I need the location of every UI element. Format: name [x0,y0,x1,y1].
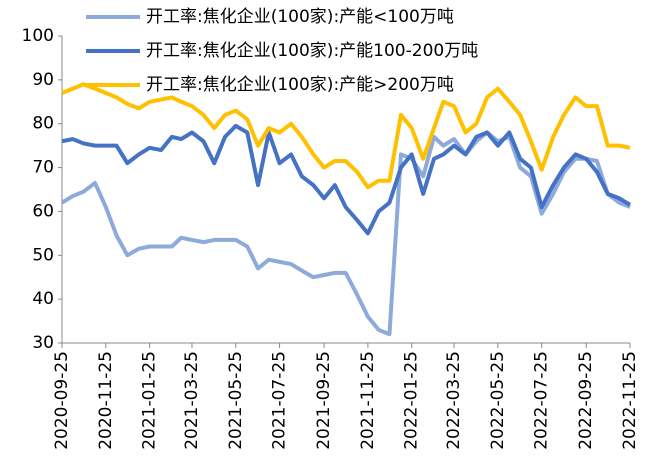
y-tick-label: 90 [32,70,54,90]
y-tick-label: 40 [32,289,54,309]
series-line [60,130,631,337]
x-tick-label: 2022-05-25 [488,351,508,450]
legend-label: 开工率:焦化企业(100家):产能100-200万吨 [146,41,478,61]
series-line [61,123,632,236]
y-tick-label: 30 [32,333,54,353]
x-tick-label: 2020-09-25 [52,351,72,450]
x-tick-label: 2021-01-25 [140,351,160,450]
x-tick-label: 2021-09-25 [314,351,334,450]
x-tick-label: 2022-07-25 [532,351,552,450]
x-tick-label: 2022-09-25 [576,351,596,450]
x-tick-label: 2022-11-25 [620,351,640,450]
y-tick-label: 70 [32,158,54,178]
x-tick-label: 2020-11-25 [96,351,116,450]
legend-label: 开工率:焦化企业(100家):产能<100万吨 [146,7,454,27]
x-tick-label: 2021-11-25 [358,351,378,450]
series-line [61,82,631,190]
x-tick-label: 2021-03-25 [182,351,202,450]
y-tick-label: 60 [32,201,54,221]
x-tick-label: 2022-03-25 [444,351,464,450]
x-tick-label: 2021-07-25 [270,351,290,450]
y-tick-label: 100 [22,26,54,46]
legend-label: 开工率:焦化企业(100家):产能>200万吨 [146,75,454,95]
x-tick-label: 2022-01-25 [402,351,422,450]
y-tick-label: 80 [32,114,54,134]
y-tick-label: 50 [32,245,54,265]
x-tick-label: 2021-05-25 [226,351,246,450]
